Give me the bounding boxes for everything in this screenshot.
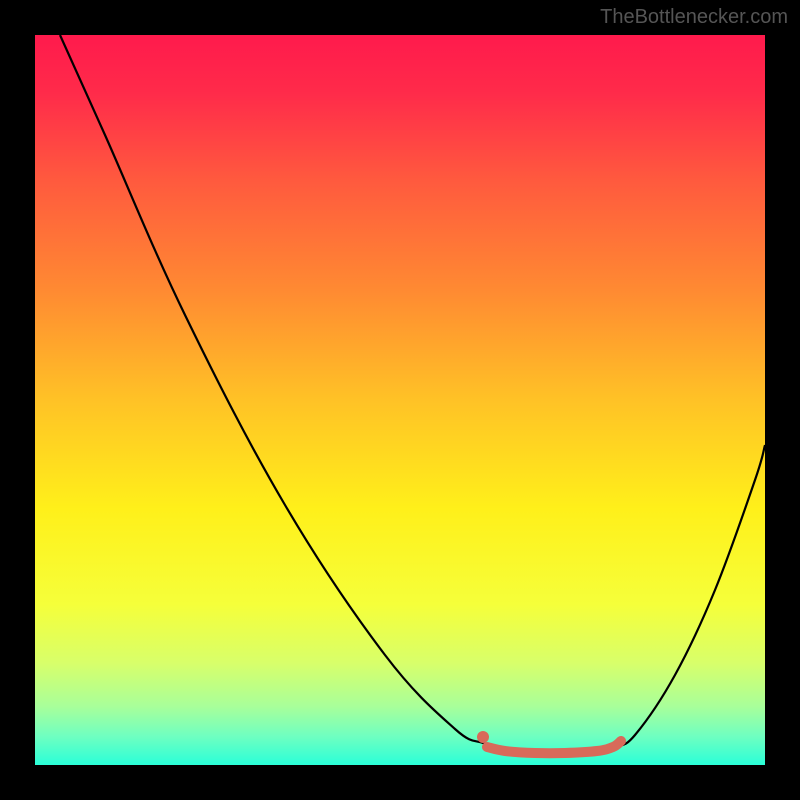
chart-svg: [35, 35, 765, 765]
overlay-dot: [477, 731, 489, 743]
watermark-text: TheBottlenecker.com: [600, 6, 788, 29]
chart-container: [35, 35, 765, 765]
chart-background: [35, 35, 765, 765]
